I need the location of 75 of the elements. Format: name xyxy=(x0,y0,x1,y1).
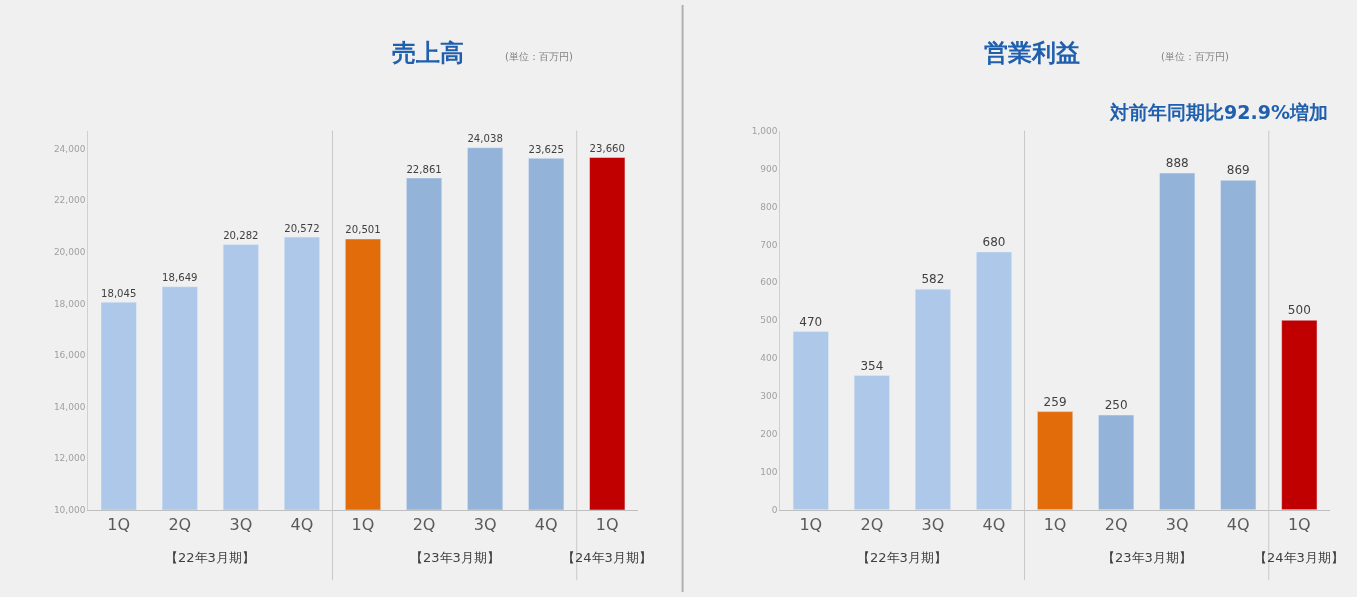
x-tick-label: 4Q xyxy=(534,515,558,535)
data-label: 20,282 xyxy=(223,230,259,242)
data-label: 18,045 xyxy=(101,287,137,299)
data-label: 20,572 xyxy=(284,222,320,234)
x-tick-label: 3Q xyxy=(229,515,253,535)
x-tick-label: 1Q xyxy=(351,515,375,535)
y-tick-label: 24,000 xyxy=(53,143,86,154)
chart-subtitle: 対前年同期比92.9%増加 xyxy=(1109,101,1328,123)
x-tick-label: 4Q xyxy=(290,515,314,535)
data-label: 869 xyxy=(1226,163,1250,178)
y-tick-label: 800 xyxy=(760,201,778,212)
x-tick-label: 2Q xyxy=(412,515,436,535)
data-label: 500 xyxy=(1287,303,1311,318)
x-tick-label: 4Q xyxy=(1226,515,1250,535)
y-tick-label: 500 xyxy=(760,315,778,326)
y-tick-label: 18,000 xyxy=(53,298,86,309)
data-label: 24,038 xyxy=(467,133,503,145)
y-tick-label: 600 xyxy=(760,277,778,288)
bar xyxy=(1281,319,1318,510)
data-label: 23,625 xyxy=(528,143,564,155)
y-tick-label: 10,000 xyxy=(53,504,86,515)
data-label: 20,501 xyxy=(345,224,381,236)
chart-title: 売上高 xyxy=(392,39,464,67)
data-label: 250 xyxy=(1104,398,1128,413)
data-label: 470 xyxy=(799,314,823,329)
text: 【22年3月期】 xyxy=(857,550,947,565)
bar xyxy=(1098,414,1135,510)
bar xyxy=(853,375,890,510)
data-label: 582 xyxy=(921,272,945,287)
y-tick-label: 300 xyxy=(760,391,778,402)
y-tick-label: 0 xyxy=(771,504,778,515)
chart-title: 営業利益 xyxy=(984,39,1080,67)
y-tick-label: 20,000 xyxy=(53,247,86,258)
x-tick-label: 1Q xyxy=(1043,515,1067,535)
text: 【23年3月期】 xyxy=(1102,550,1192,565)
x-tick-label: 1Q xyxy=(595,515,619,535)
y-tick-label: 200 xyxy=(760,429,778,440)
y-tick-label: 700 xyxy=(760,239,778,250)
text: 【22年3月期】 xyxy=(165,550,255,565)
y-tick-label: 1,000 xyxy=(751,125,778,136)
text: 【23年3月期】 xyxy=(410,550,500,565)
data-label: 354 xyxy=(860,358,884,373)
y-tick-label: 100 xyxy=(760,467,778,478)
x-tick-label: 1Q xyxy=(107,515,131,535)
text: 【24年3月期】 xyxy=(562,550,652,565)
bar xyxy=(1159,172,1196,510)
x-tick-label: 3Q xyxy=(473,515,497,535)
data-label: 18,649 xyxy=(162,272,198,284)
x-tick-label: 2Q xyxy=(860,515,884,535)
bar xyxy=(914,288,951,510)
y-axis-title: (単位：百万円) xyxy=(1161,51,1229,62)
bar xyxy=(976,251,1012,510)
x-tick-label: 2Q xyxy=(1104,515,1128,535)
x-tick-label: 4Q xyxy=(982,515,1006,535)
y-tick-label: 900 xyxy=(760,163,778,174)
bar xyxy=(1220,180,1257,510)
data-label: 680 xyxy=(982,234,1006,249)
y-tick-label: 22,000 xyxy=(53,195,86,206)
x-tick-label: 3Q xyxy=(1165,515,1189,535)
data-label: 888 xyxy=(1165,156,1189,171)
bar xyxy=(792,331,829,510)
x-tick-label: 2Q xyxy=(168,515,192,535)
y-tick-label: 16,000 xyxy=(53,350,86,361)
y-tick-label: 14,000 xyxy=(53,401,86,412)
y-tick-label: 12,000 xyxy=(53,453,86,464)
x-tick-label: 1Q xyxy=(1287,515,1311,535)
data-label: 259 xyxy=(1043,394,1067,409)
data-label: 22,861 xyxy=(406,163,442,175)
bar xyxy=(1037,411,1074,510)
x-tick-label: 3Q xyxy=(921,515,945,535)
y-tick-label: 400 xyxy=(760,353,778,364)
data-label: 23,660 xyxy=(589,142,625,154)
x-tick-label: 1Q xyxy=(799,515,823,535)
text: 【24年3月期】 xyxy=(1254,550,1344,565)
y-axis-title: (単位：百万円) xyxy=(505,51,573,62)
